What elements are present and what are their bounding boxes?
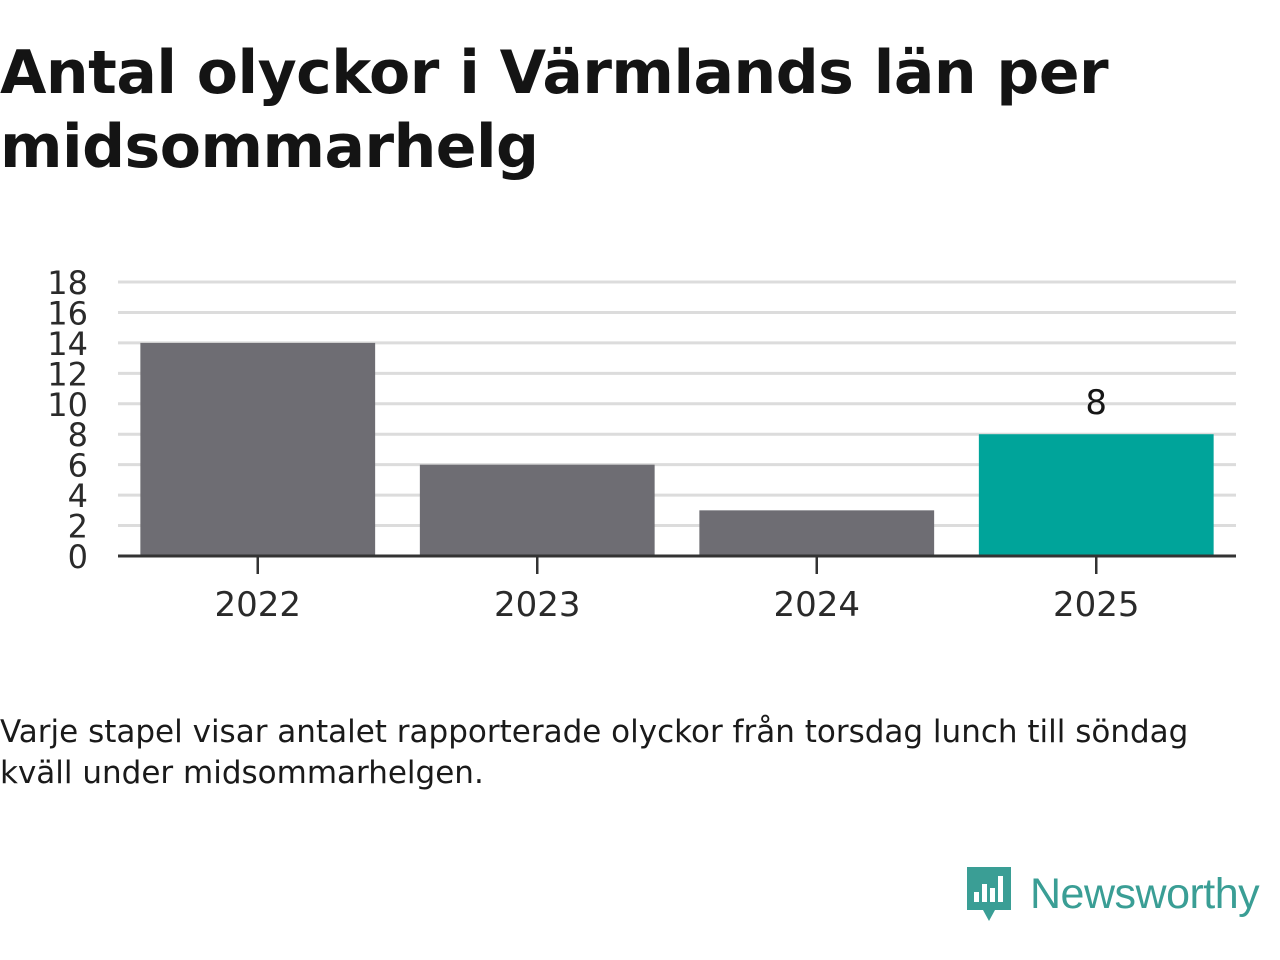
- y-tick-label: 8: [68, 416, 88, 454]
- y-tick-label: 2: [68, 508, 88, 546]
- bar-2025: [978, 434, 1214, 556]
- bar-2024: [699, 510, 935, 556]
- y-tick-label: 0: [68, 538, 88, 576]
- x-tick-label: 2023: [494, 585, 581, 625]
- newsworthy-chat-bars-icon: [967, 867, 1011, 921]
- y-tick-label: 16: [47, 294, 88, 332]
- data-labels: 8: [1085, 383, 1107, 423]
- newsworthy-logo: Newsworthy: [964, 864, 1260, 924]
- y-tick-label: 10: [47, 386, 88, 424]
- y-tick-label: 6: [68, 447, 88, 485]
- y-tick-label: 18: [47, 264, 88, 302]
- chart-caption: Varje stapel visar antalet rapporterade …: [0, 714, 1189, 791]
- chart-title: Antal olyckor i Värmlands län per midsom…: [0, 38, 1109, 182]
- y-tick-label: 14: [47, 325, 88, 363]
- bar-2022: [140, 342, 376, 556]
- data-label: 8: [1085, 383, 1107, 423]
- x-axis: 2022 2023 2024 2025: [118, 554, 1236, 625]
- x-tick-label: 2022: [214, 585, 301, 625]
- bar-2023: [419, 464, 655, 556]
- logo-wordmark: Newsworthy: [1030, 869, 1260, 918]
- bars: [140, 342, 1214, 556]
- x-tick-label: 2024: [773, 585, 860, 625]
- x-tick-label: 2025: [1053, 585, 1140, 625]
- y-tick-label: 4: [68, 477, 88, 515]
- y-tick-label: 12: [47, 355, 88, 393]
